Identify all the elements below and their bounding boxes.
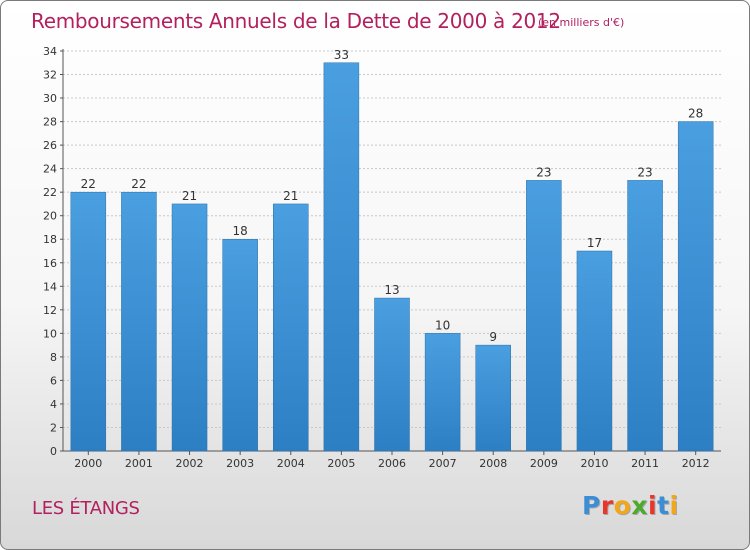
logo-letter: r xyxy=(600,491,614,520)
y-tick-label: 32 xyxy=(43,69,57,82)
bar xyxy=(475,344,511,452)
proxiti-logo: Proxiti xyxy=(582,491,679,520)
bar xyxy=(222,238,258,452)
bar-value-label: 23 xyxy=(637,165,652,179)
bar-value-label: 33 xyxy=(334,48,349,62)
x-tick-label: 2001 xyxy=(125,457,153,470)
x-tick-label: 2007 xyxy=(429,457,457,470)
chart-title: Remboursements Annuels de la Dette de 20… xyxy=(31,9,561,33)
bar xyxy=(627,180,663,452)
bar-value-label: 17 xyxy=(587,236,602,250)
y-tick-label: 22 xyxy=(43,186,57,199)
bar xyxy=(121,191,157,452)
logo-letter: i xyxy=(669,491,679,520)
y-tick-label: 8 xyxy=(50,351,57,364)
bar xyxy=(424,333,461,452)
y-tick-label: 30 xyxy=(43,92,57,105)
x-tick-label: 2004 xyxy=(277,457,305,470)
y-tick-label: 18 xyxy=(43,233,57,246)
commune-name: LES ÉTANGS xyxy=(32,498,140,519)
y-tick-label: 26 xyxy=(43,139,57,152)
bar-value-label: 21 xyxy=(283,189,298,203)
bar xyxy=(323,62,360,452)
logo-letter: t xyxy=(657,491,670,520)
logo-letter: i xyxy=(648,491,658,520)
bar-value-label: 13 xyxy=(384,283,399,297)
x-tick-label: 2005 xyxy=(327,457,355,470)
y-tick-label: 2 xyxy=(50,421,57,434)
y-tick-label: 16 xyxy=(43,257,57,270)
bar-value-label: 28 xyxy=(688,107,703,121)
bar-value-label: 21 xyxy=(182,189,197,203)
y-tick-label: 0 xyxy=(50,445,57,458)
bar-value-label: 23 xyxy=(536,165,551,179)
y-tick-label: 24 xyxy=(43,163,57,176)
bar xyxy=(273,203,309,452)
y-tick-label: 28 xyxy=(43,116,57,129)
x-tick-label: 2009 xyxy=(530,457,558,470)
y-tick-label: 10 xyxy=(43,327,57,340)
x-tick-label: 2011 xyxy=(631,457,659,470)
x-tick-label: 2010 xyxy=(580,457,608,470)
y-tick-label: 12 xyxy=(43,304,57,317)
y-tick-label: 4 xyxy=(50,398,57,411)
bar-value-label: 10 xyxy=(435,318,450,332)
bar xyxy=(576,250,613,452)
bar-value-label: 9 xyxy=(489,330,497,344)
chart-unit-note: (en milliers d'€) xyxy=(538,16,625,29)
bar xyxy=(171,203,208,452)
logo-letter: o xyxy=(613,491,632,520)
logo-letter: x xyxy=(631,491,648,520)
x-tick-label: 2000 xyxy=(74,457,102,470)
bar-value-label: 22 xyxy=(131,177,146,191)
y-tick-label: 20 xyxy=(43,210,57,223)
bar xyxy=(526,180,562,452)
x-tick-label: 2012 xyxy=(682,457,710,470)
bar-value-label: 22 xyxy=(81,177,96,191)
bar-value-label: 18 xyxy=(233,224,248,238)
bar xyxy=(374,297,410,452)
y-tick-label: 14 xyxy=(43,280,57,293)
x-tick-label: 2002 xyxy=(176,457,204,470)
x-tick-label: 2008 xyxy=(479,457,507,470)
y-tick-label: 6 xyxy=(50,374,57,387)
bar xyxy=(677,121,714,452)
logo-letter: P xyxy=(582,491,601,520)
bar xyxy=(70,191,107,452)
x-tick-label: 2006 xyxy=(378,457,406,470)
y-tick-label: 34 xyxy=(43,45,57,58)
x-tick-label: 2003 xyxy=(226,457,254,470)
